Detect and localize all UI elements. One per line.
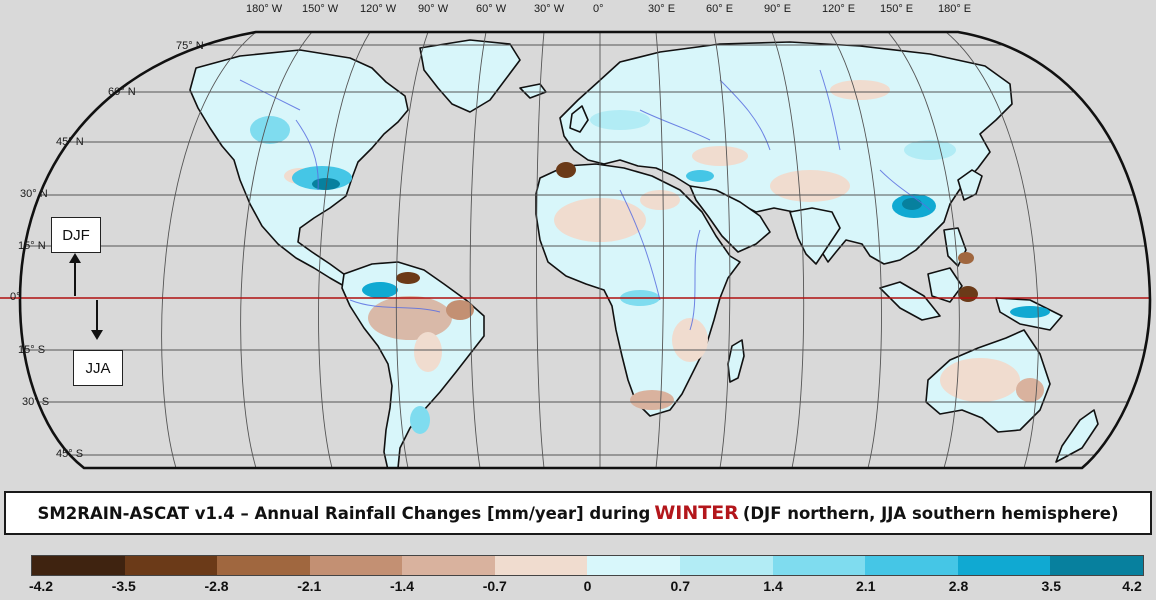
colorbar-segment (309, 556, 403, 575)
south-arrow-head (91, 330, 103, 340)
colorbar-tick-label: -1.4 (389, 578, 415, 594)
south-arrow (96, 300, 98, 330)
colorbar (31, 555, 1144, 576)
longitude-label: 120° W (360, 3, 397, 15)
latitude-label: 75° N (176, 40, 204, 52)
latitude-label: 15° N (18, 240, 46, 252)
colorbar-tick-label: -0.7 (482, 578, 507, 594)
colorbar-segment (32, 556, 125, 575)
map-title: SM2RAIN-ASCAT v1.4 – Annual Rainfall Cha… (4, 491, 1152, 535)
latitude-label: 60° N (108, 86, 136, 98)
indonesia (879, 281, 941, 321)
new-zealand (1055, 409, 1099, 463)
colorbar-tick-label: 0 (583, 578, 592, 594)
colorbar-tick-label: 1.4 (763, 578, 783, 594)
longitude-label: 60° E (706, 3, 734, 15)
longitude-label: 150° E (880, 3, 914, 15)
latitude-label: 45° N (56, 136, 84, 148)
map-outline (18, 30, 1152, 470)
jja-label: JJA (73, 350, 123, 386)
longitude-label: 0° (593, 3, 604, 15)
colorbar-segment (402, 556, 495, 575)
colorbar-segment (124, 556, 218, 575)
colorbar-tick-label: 2.1 (856, 578, 876, 594)
rivers (239, 69, 931, 331)
british-isles (569, 105, 589, 133)
colorbar-tick-label: 4.2 (1122, 578, 1142, 594)
japan (957, 169, 983, 201)
longitude-label: 30° E (648, 3, 676, 15)
title-prefix: SM2RAIN-ASCAT v1.4 – Annual Rainfall Cha… (37, 503, 651, 523)
longitude-label: 180° W (246, 3, 283, 15)
latitude-label: 15° S (18, 344, 46, 356)
djf-label: DJF (51, 217, 101, 253)
north-arrow (74, 262, 76, 296)
longitude-label: 180° E (938, 3, 972, 15)
longitude-label: 90° E (764, 3, 792, 15)
colorbar-tick-label: -4.2 (28, 578, 54, 594)
colorbar-tick-label: 2.8 (948, 578, 969, 594)
borneo (927, 267, 963, 303)
latitude-label: 45° S (56, 448, 84, 460)
colorbar-tick-label: -2.1 (297, 578, 322, 594)
latitude-label: 30° S (22, 396, 50, 408)
longitude-label: 150° W (302, 3, 339, 15)
colorbar-tick-label: -2.8 (204, 578, 229, 594)
colorbar-tick-label: -3.5 (111, 578, 136, 594)
colorbar-segment (217, 556, 310, 575)
title-suffix: (DJF northern, JJA southern hemisphere) (742, 503, 1119, 523)
greenland (419, 39, 521, 113)
north-america (189, 49, 409, 287)
longitude-label: 90° W (418, 3, 449, 15)
longitude-label: 30° W (534, 3, 565, 15)
colorbar-tick-label: 0.7 (670, 578, 690, 594)
colorbar-segment (865, 556, 958, 575)
title-highlight: WINTER (654, 502, 739, 524)
longitude-label: 60° W (476, 3, 507, 15)
colorbar-segment (587, 556, 681, 575)
colorbar-tick-label: 3.5 (1041, 578, 1061, 594)
wetting-patches (250, 110, 1050, 434)
colorbar-segment (680, 556, 773, 575)
north-arrow-head (69, 253, 81, 263)
longitude-label: 120° E (822, 3, 856, 15)
colorbar-segment (1050, 556, 1143, 575)
colorbar-segment (494, 556, 588, 575)
graticule (20, 32, 1150, 468)
arabia (689, 185, 771, 253)
latitude-label: 30° N (20, 188, 48, 200)
latitude-label: 0° (10, 291, 21, 303)
colorbar-segment (957, 556, 1051, 575)
colorbar-segment (772, 556, 866, 575)
